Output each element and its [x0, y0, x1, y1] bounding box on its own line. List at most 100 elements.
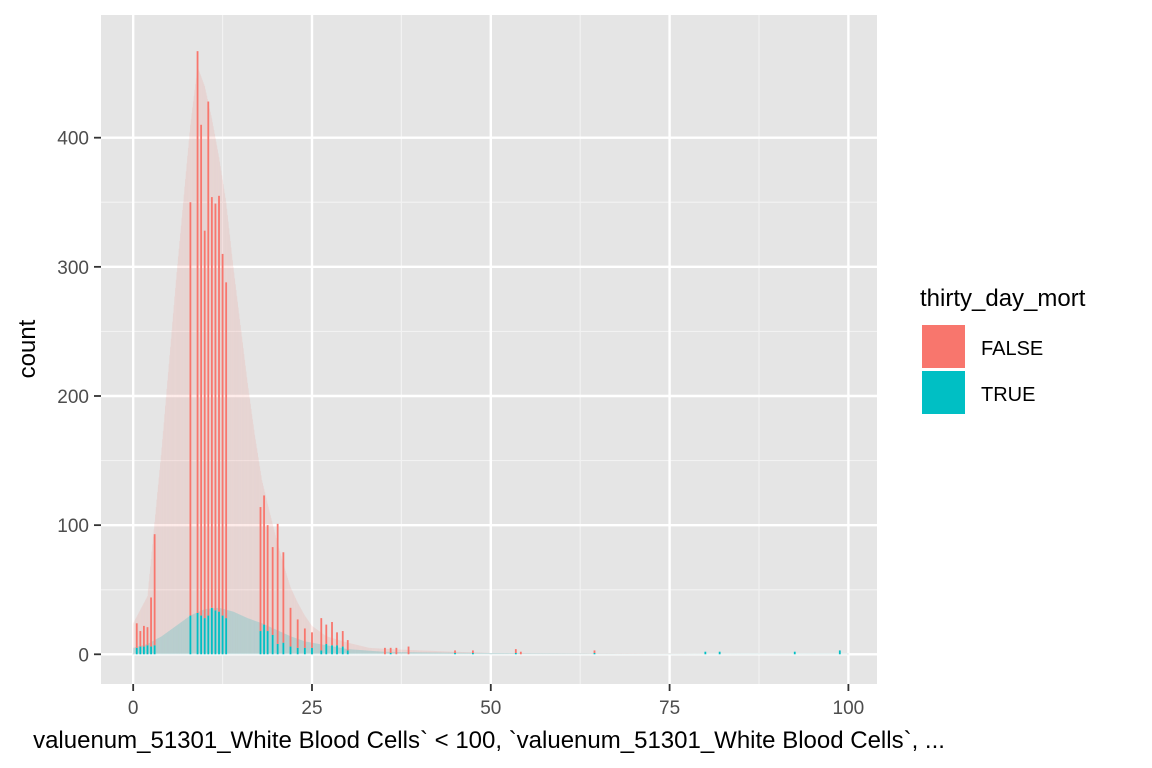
bar-true	[289, 646, 292, 655]
bar-false	[271, 547, 274, 635]
bar-false	[135, 623, 138, 648]
bar-true	[210, 607, 213, 655]
legend-title: thirty_day_mort	[920, 285, 1086, 312]
bar-false	[210, 197, 213, 608]
bar-false	[259, 507, 262, 632]
bar-true	[389, 653, 392, 655]
bar-false	[407, 646, 410, 655]
bar-true	[303, 647, 306, 655]
plot-panel	[101, 15, 877, 684]
x-axis: 0 25 50 75 100	[128, 684, 864, 719]
y-tick-label: 200	[57, 387, 89, 408]
y-tick-label: 100	[57, 516, 89, 537]
bar-true	[718, 651, 721, 655]
bar-false	[341, 631, 344, 647]
bar-false	[593, 650, 596, 654]
bar-false	[282, 552, 285, 643]
legend-key-true	[922, 371, 965, 414]
bar-true	[341, 646, 344, 655]
y-tick-label: 400	[57, 129, 89, 150]
bar-true	[218, 611, 220, 655]
x-tick-label: 50	[480, 698, 501, 719]
legend-label-true: TRUE	[981, 384, 1035, 406]
y-tick-label: 0	[78, 645, 89, 666]
bar-true	[331, 645, 333, 655]
bar-false	[303, 628, 306, 648]
bar-true	[221, 615, 224, 655]
legend-label-false: FALSE	[981, 338, 1043, 360]
bar-true	[793, 651, 796, 655]
bar-true	[311, 647, 313, 655]
bar-false	[150, 597, 152, 647]
x-tick-label: 100	[833, 698, 865, 719]
bar-false	[139, 631, 142, 647]
bar-false	[218, 195, 220, 612]
bar-false	[200, 124, 203, 616]
bar-false	[153, 534, 156, 646]
bar-false	[203, 230, 206, 619]
bar-false	[325, 624, 328, 644]
legend: thirty_day_mort FALSE TRUE	[920, 285, 1086, 414]
bar-true	[704, 651, 707, 655]
bar-false	[336, 632, 338, 646]
bar-false	[389, 647, 392, 654]
bar-true	[135, 647, 138, 655]
bar-false	[143, 625, 145, 647]
bar-true	[207, 615, 210, 655]
bar-true	[325, 643, 328, 655]
bar-false	[196, 51, 199, 613]
bar-true	[454, 653, 456, 655]
bar-false	[266, 525, 269, 632]
bar-true	[266, 631, 269, 655]
bar-false	[189, 202, 192, 616]
x-tick-label: 75	[659, 698, 680, 719]
bar-false	[454, 650, 456, 654]
bar-true	[263, 624, 265, 655]
bar-false	[207, 101, 210, 616]
bar-true	[150, 646, 152, 655]
bar-true	[225, 618, 228, 655]
bar-false	[320, 618, 323, 651]
bar-true	[203, 618, 206, 655]
bar-false	[346, 640, 349, 651]
bar-true	[139, 646, 142, 655]
bar-true	[153, 645, 156, 655]
bar-true	[214, 610, 217, 655]
bar-true	[259, 631, 262, 655]
bar-true	[271, 634, 274, 655]
bar-false	[289, 607, 292, 647]
bar-true	[336, 645, 338, 655]
bar-false	[263, 495, 265, 625]
bar-true	[282, 642, 285, 655]
bar-false	[311, 632, 313, 648]
legend-key-false	[922, 325, 965, 368]
bar-true	[143, 646, 145, 655]
bar-false	[221, 253, 224, 616]
bar-true	[514, 653, 517, 655]
bar-true	[189, 615, 192, 655]
bars	[135, 51, 841, 655]
bar-false	[519, 651, 522, 655]
bar-true	[196, 612, 199, 655]
bar-true	[200, 615, 203, 655]
bar-true	[472, 653, 474, 655]
bar-false	[146, 627, 149, 646]
bar-true	[346, 650, 349, 655]
x-tick-label: 0	[128, 698, 139, 719]
bar-false	[296, 619, 299, 648]
bar-true	[593, 653, 596, 655]
bar-true	[146, 645, 149, 655]
minor-gridlines	[101, 15, 877, 684]
bar-true	[296, 647, 299, 655]
major-gridlines	[101, 15, 877, 684]
bar-false	[395, 647, 398, 655]
bar-false	[514, 649, 517, 654]
y-axis-title: count	[14, 319, 41, 378]
bar-false	[276, 523, 279, 644]
bar-false	[225, 282, 228, 619]
y-tick-label: 300	[57, 258, 89, 279]
bar-true	[320, 650, 323, 655]
bar-true	[838, 650, 841, 655]
bar-false	[472, 650, 474, 654]
